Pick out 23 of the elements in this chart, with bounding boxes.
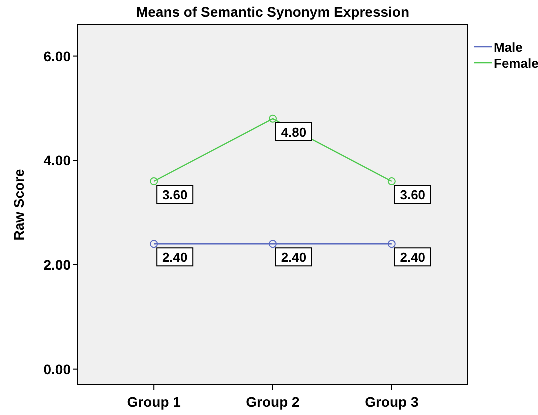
y-tick-label: 2.00: [44, 257, 72, 273]
x-tick-label: Group 3: [365, 394, 419, 410]
x-tick-label: Group 1: [127, 394, 182, 410]
y-tick-label: 6.00: [44, 48, 72, 64]
y-tick-label: 4.00: [44, 152, 72, 169]
data-label: 3.60: [400, 188, 426, 203]
data-label: 2.40: [162, 250, 188, 266]
point: [269, 240, 277, 248]
point: [269, 114, 277, 123]
chart-title: Means of Semantic Synonym Expression: [136, 4, 410, 20]
point: [150, 178, 158, 186]
data-label: 4.80: [281, 124, 307, 140]
x-tick-label: Group 2: [246, 394, 300, 410]
legend-label: Female: [494, 56, 538, 71]
y-axis-title: Raw Score: [11, 168, 27, 241]
y-tick-label: 0.00: [44, 361, 72, 378]
data-label: 3.60: [162, 188, 188, 203]
point: [388, 178, 396, 186]
point: [388, 240, 396, 248]
legend-label: Male: [494, 40, 523, 55]
point: [150, 240, 158, 248]
data-label: 2.40: [400, 250, 426, 266]
data-label: 2.40: [281, 250, 307, 266]
